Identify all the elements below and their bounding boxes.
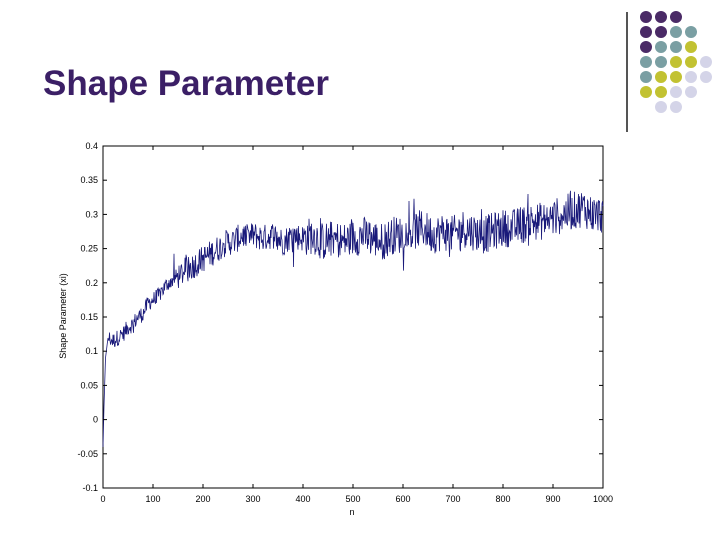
- x-tick-label: 0: [100, 494, 105, 504]
- y-tick-label: 0.3: [85, 209, 98, 219]
- decorative-dot: [670, 41, 682, 53]
- decorative-dot: [640, 41, 652, 53]
- plot-area: [102, 145, 604, 489]
- decorative-dot: [655, 26, 667, 38]
- decorative-dot: [670, 86, 682, 98]
- decorative-dot: [670, 11, 682, 23]
- x-tick-label: 400: [295, 494, 310, 504]
- decorative-dot: [640, 11, 652, 23]
- y-tick-label: -0.1: [82, 483, 98, 493]
- x-tick-label: 600: [395, 494, 410, 504]
- decorative-dot: [685, 71, 697, 83]
- x-axis-label: n: [349, 507, 354, 517]
- y-tick-label: 0.15: [80, 312, 98, 322]
- y-axis: 0.4 0.35 0.3 0.25 0.2 0.15 0.1 0.05 0 -0.05 -0.1: [77, 141, 603, 493]
- decorative-dot: [655, 11, 667, 23]
- x-tick-label: 300: [245, 494, 260, 504]
- x-tick-label: 700: [445, 494, 460, 504]
- decorative-dot: [640, 86, 652, 98]
- decorative-dot: [640, 26, 652, 38]
- decorative-dot: [655, 86, 667, 98]
- decorative-dot: [685, 86, 697, 98]
- decorative-dot: [640, 56, 652, 68]
- decorative-dot: [655, 71, 667, 83]
- y-tick-label: 0.25: [80, 244, 98, 254]
- decorative-dot: [655, 101, 667, 113]
- y-tick-label: 0.4: [85, 141, 98, 151]
- decorative-dot: [700, 56, 712, 68]
- x-axis: 0 100 200 300 400 500 600 700 800 900 1000: [100, 146, 613, 504]
- x-tick-label: 1000: [593, 494, 613, 504]
- decorative-dot: [670, 71, 682, 83]
- slide-title: Shape Parameter: [43, 64, 329, 103]
- decorative-dot: [700, 71, 712, 83]
- decorative-dot-grid: [640, 11, 712, 113]
- decorative-dot: [685, 26, 697, 38]
- decorative-dot: [670, 56, 682, 68]
- decorative-divider: [626, 12, 628, 132]
- y-tick-label: 0.35: [80, 175, 98, 185]
- y-tick-label: 0.05: [80, 380, 98, 390]
- x-tick-label: 100: [145, 494, 160, 504]
- decorative-dot: [640, 71, 652, 83]
- series-line: [102, 190, 604, 448]
- decorative-dot: [670, 26, 682, 38]
- y-tick-label: 0: [93, 415, 98, 425]
- y-tick-label: 0.1: [85, 346, 98, 356]
- x-tick-label: 900: [545, 494, 560, 504]
- y-tick-label: -0.05: [77, 449, 98, 459]
- y-tick-label: 0.2: [85, 278, 98, 288]
- x-tick-label: 800: [495, 494, 510, 504]
- x-tick-label: 200: [195, 494, 210, 504]
- decorative-dot: [685, 41, 697, 53]
- x-tick-label: 500: [345, 494, 360, 504]
- decorative-dot: [655, 41, 667, 53]
- decorative-dot: [655, 56, 667, 68]
- y-axis-label: Shape Parameter (xi): [58, 273, 68, 359]
- decorative-dot: [670, 101, 682, 113]
- decorative-dot: [685, 56, 697, 68]
